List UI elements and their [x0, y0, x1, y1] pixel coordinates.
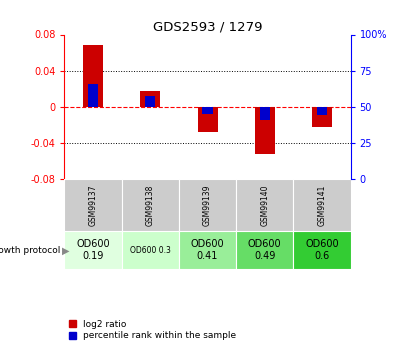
Text: OD600
0.49: OD600 0.49 — [248, 239, 282, 261]
Text: GSM99140: GSM99140 — [260, 185, 269, 226]
Bar — [145, 96, 156, 107]
Bar — [236, 179, 293, 231]
Bar — [64, 179, 122, 231]
Text: ▶: ▶ — [62, 245, 70, 255]
Bar — [179, 179, 236, 231]
Bar — [179, 231, 236, 269]
Bar — [122, 179, 179, 231]
Text: growth protocol: growth protocol — [0, 246, 60, 255]
Bar — [197, 107, 218, 132]
Text: GSM99137: GSM99137 — [89, 185, 98, 226]
Text: OD600 0.3: OD600 0.3 — [130, 246, 171, 255]
Bar — [140, 91, 160, 107]
Text: GSM99139: GSM99139 — [203, 185, 212, 226]
Text: GSM99141: GSM99141 — [318, 185, 326, 226]
Text: GSM99138: GSM99138 — [146, 185, 155, 226]
Text: OD600
0.41: OD600 0.41 — [191, 239, 224, 261]
Bar — [317, 107, 327, 115]
Bar — [122, 231, 179, 269]
Title: GDS2593 / 1279: GDS2593 / 1279 — [153, 20, 262, 33]
Bar — [260, 107, 270, 120]
Bar — [236, 231, 293, 269]
Bar — [312, 107, 332, 127]
Bar — [293, 179, 351, 231]
Text: OD600
0.19: OD600 0.19 — [76, 239, 110, 261]
Bar — [83, 45, 103, 107]
Bar — [293, 231, 351, 269]
Bar — [255, 107, 275, 154]
Bar — [64, 231, 122, 269]
Bar — [88, 84, 98, 107]
Bar — [202, 107, 213, 114]
Legend: log2 ratio, percentile rank within the sample: log2 ratio, percentile rank within the s… — [69, 320, 237, 341]
Text: OD600
0.6: OD600 0.6 — [305, 239, 339, 261]
